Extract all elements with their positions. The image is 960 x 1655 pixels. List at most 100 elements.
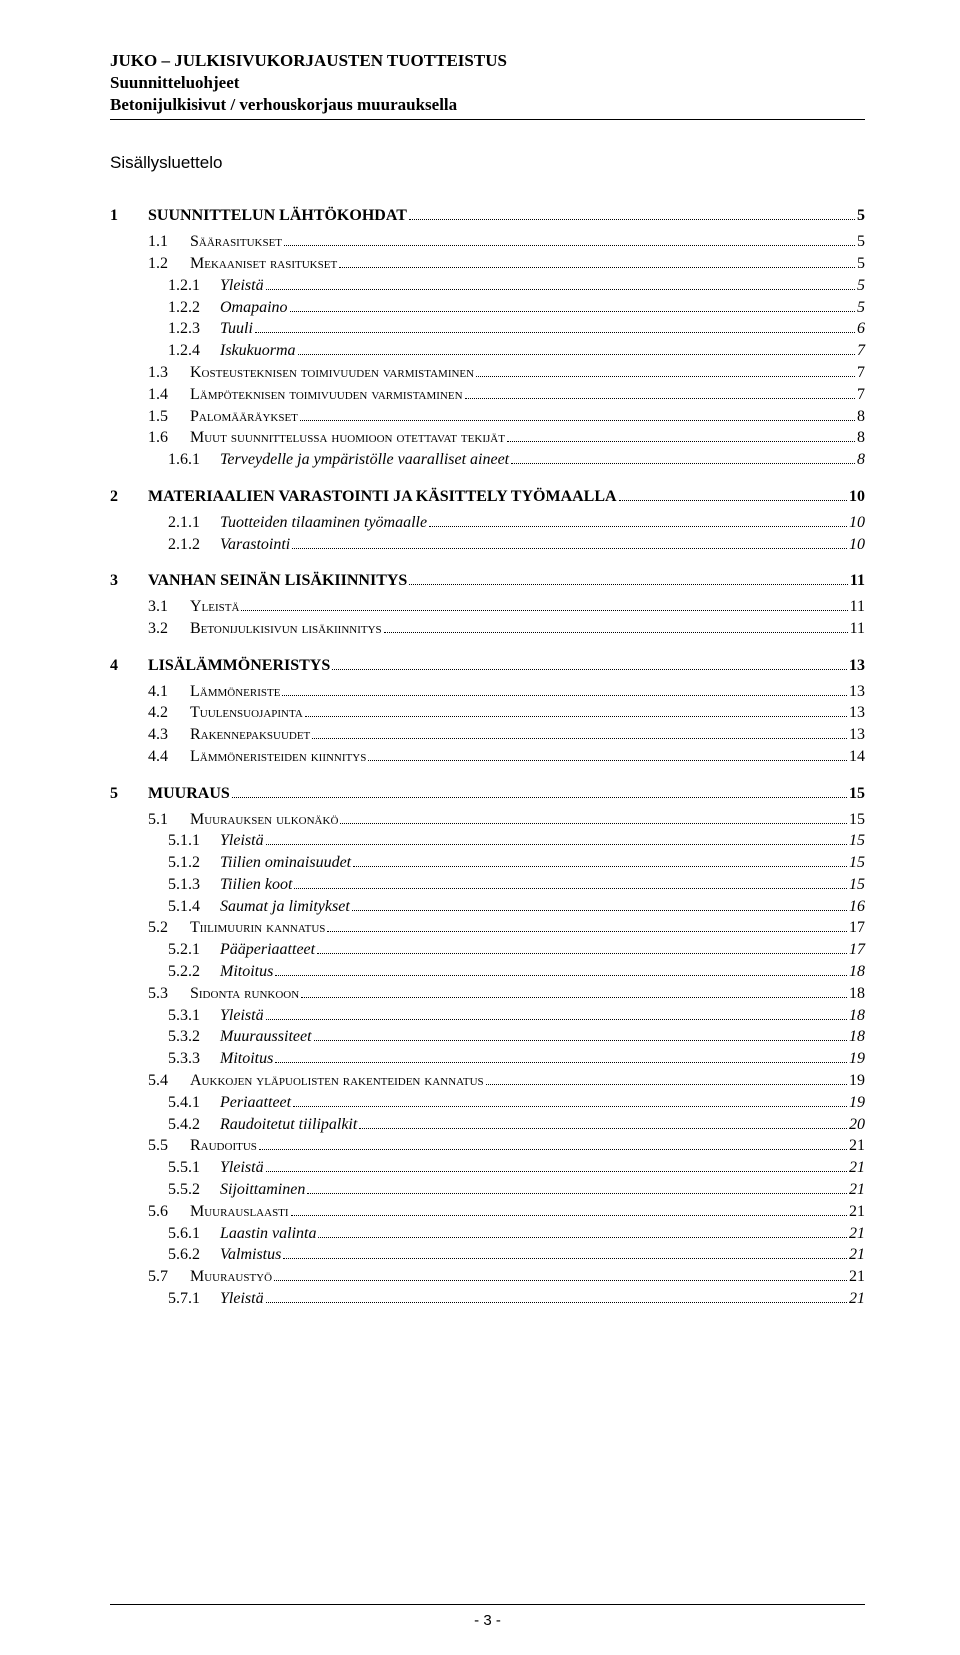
toc-entry: 1.2Mekaaniset rasitukset 5 <box>148 254 865 275</box>
toc-leader-dots <box>301 997 847 998</box>
toc-entry-number: 2.1.2 <box>168 535 220 556</box>
toc-entry: 1.4Lämpöteknisen toimivuuden varmistamin… <box>148 385 865 406</box>
toc-entry-label: Raudoitus <box>190 1136 257 1157</box>
toc-entry-page: 19 <box>849 1093 865 1114</box>
toc-entry: 1.2.4Iskukuorma 7 <box>168 341 865 362</box>
toc-entry-label: Lämmöneriste <box>190 682 280 703</box>
toc-entry-number: 1.6.1 <box>168 450 220 471</box>
toc-leader-dots <box>368 760 847 761</box>
toc-entry: 5.7.1Yleistä 21 <box>168 1289 865 1310</box>
toc-entry: 5.1.1Yleistä 15 <box>168 831 865 852</box>
toc-leader-dots <box>232 797 847 798</box>
toc-entry: 2.1.1Tuotteiden tilaaminen työmaalle 10 <box>168 513 865 534</box>
toc-entry: 5.7Muuraustyö 21 <box>148 1267 865 1288</box>
toc-entry-page: 17 <box>849 940 865 961</box>
toc-entry-number: 5.1.1 <box>168 831 220 852</box>
toc-entry-label: Yleistä <box>220 1006 264 1027</box>
toc-entry-page: 21 <box>849 1267 865 1288</box>
toc-leader-dots <box>294 888 847 889</box>
toc-entry-label: Palomääräykset <box>190 407 298 428</box>
toc-entry-label: MATERIAALIEN VARASTOINTI JA KÄSITTELY TY… <box>148 487 617 508</box>
toc-entry-page: 13 <box>849 703 865 724</box>
toc-entry-number: 5.1 <box>148 810 190 831</box>
toc-entry-label: Betonijulkisivun lisäkiinnitys <box>190 619 382 640</box>
toc-entry: 5.6.2Valmistus 21 <box>168 1245 865 1266</box>
toc-entry-label: Säärasitukset <box>190 232 282 253</box>
toc-entry-label: SUUNNITTELUN LÄHTÖKOHDAT <box>148 206 407 227</box>
toc-leader-dots <box>266 844 847 845</box>
toc-leader-dots <box>266 1302 847 1303</box>
toc-leader-dots <box>284 245 855 246</box>
toc-entry: 5.3.2Muuraussiteet 18 <box>168 1027 865 1048</box>
toc-entry-page: 5 <box>857 254 865 275</box>
toc-entry-number: 3 <box>110 571 148 592</box>
toc-entry-page: 19 <box>849 1071 865 1092</box>
page-footer: - 3 - <box>110 1604 865 1631</box>
toc-leader-dots <box>259 1149 847 1150</box>
toc-entry-page: 14 <box>849 747 865 768</box>
toc-entry-label: VANHAN SEINÄN LISÄKIINNITYS <box>148 571 407 592</box>
toc-leader-dots <box>305 716 847 717</box>
toc-entry-page: 15 <box>849 853 865 874</box>
toc-entry-number: 5.2.2 <box>168 962 220 983</box>
toc-entry: 5.6Muurauslaasti 21 <box>148 1202 865 1223</box>
toc-entry-page: 20 <box>849 1115 865 1136</box>
toc-leader-dots <box>318 1237 847 1238</box>
toc-entry: 1.6Muut suunnittelussa huomioon otettava… <box>148 428 865 449</box>
toc-leader-dots <box>409 219 855 220</box>
toc-entry: 1.2.3Tuuli 6 <box>168 319 865 340</box>
toc-leader-dots <box>332 669 847 670</box>
page-number: - 3 - <box>110 1611 865 1631</box>
toc-entry-page: 5 <box>857 206 865 227</box>
toc-entry-number: 4 <box>110 656 148 677</box>
toc-leader-dots <box>298 354 855 355</box>
toc-leader-dots <box>300 420 855 421</box>
toc-entry-page: 18 <box>849 1027 865 1048</box>
toc-entry: 4.1Lämmöneriste 13 <box>148 682 865 703</box>
toc-entry-page: 10 <box>849 513 865 534</box>
toc-entry-page: 17 <box>849 918 865 939</box>
toc-entry-number: 5.3.1 <box>168 1006 220 1027</box>
toc-entry-number: 5.1.3 <box>168 875 220 896</box>
toc-leader-dots <box>255 332 855 333</box>
toc-entry: 5.3Sidonta runkoon 18 <box>148 984 865 1005</box>
toc-entry-page: 21 <box>849 1180 865 1201</box>
toc-leader-dots <box>340 823 847 824</box>
toc-entry-number: 2 <box>110 487 148 508</box>
toc-entry-label: Yleistä <box>220 831 264 852</box>
toc-leader-dots <box>314 1040 847 1041</box>
toc-entry-number: 5.5.1 <box>168 1158 220 1179</box>
footer-rule <box>110 1604 865 1605</box>
toc-entry: 1.3Kosteusteknisen toimivuuden varmistam… <box>148 363 865 384</box>
toc-entry: 5.4.2Raudoitetut tiilipalkit 20 <box>168 1115 865 1136</box>
toc-entry-number: 5.7 <box>148 1267 190 1288</box>
toc-entry-number: 5.1.4 <box>168 897 220 918</box>
toc-entry: 5MUURAUS 15 <box>110 784 865 805</box>
toc-entry: 5.1.3Tiilien koot 15 <box>168 875 865 896</box>
toc-leader-dots <box>266 289 855 290</box>
toc-entry-label: Varastointi <box>220 535 290 556</box>
toc-leader-dots <box>291 1215 847 1216</box>
toc-entry-number: 1.2.2 <box>168 298 220 319</box>
toc-leader-dots <box>274 1280 847 1281</box>
toc-entry-number: 5.5 <box>148 1136 190 1157</box>
toc-entry-number: 1.4 <box>148 385 190 406</box>
toc-leader-dots <box>292 548 847 549</box>
toc-entry-page: 13 <box>849 656 865 677</box>
toc-entry: 5.2.2Mitoitus 18 <box>168 962 865 983</box>
toc-entry: 1SUUNNITTELUN LÄHTÖKOHDAT 5 <box>110 206 865 227</box>
toc-leader-dots <box>465 398 855 399</box>
toc-entry-label: Tiilimuurin kannatus <box>190 918 325 939</box>
toc-entry-label: Tuulensuojapinta <box>190 703 303 724</box>
toc-leader-dots <box>266 1019 847 1020</box>
toc-entry-number: 5.6.2 <box>168 1245 220 1266</box>
toc-entry-page: 21 <box>849 1224 865 1245</box>
toc-entry-number: 5 <box>110 784 148 805</box>
toc-entry-number: 1.1 <box>148 232 190 253</box>
toc-leader-dots <box>307 1193 847 1194</box>
toc-entry-number: 5.5.2 <box>168 1180 220 1201</box>
toc-entry-label: Terveydelle ja ympäristölle vaaralliset … <box>220 450 509 471</box>
toc-entry-label: Lämmöneristeiden kiinnitys <box>190 747 366 768</box>
toc-leader-dots <box>511 463 855 464</box>
toc-entry: 5.1.2Tiilien ominaisuudet 15 <box>168 853 865 874</box>
